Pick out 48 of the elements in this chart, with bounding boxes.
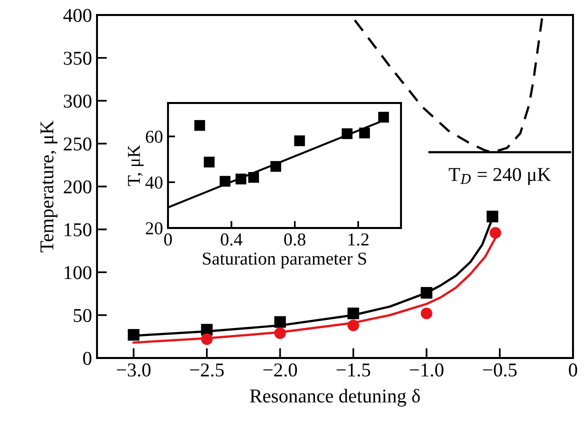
y-tick-label: 60 xyxy=(146,130,162,143)
y-axis-title: Temperature, μK xyxy=(40,120,58,252)
x-axis-title: Resonance detuning δ xyxy=(250,388,420,407)
annotation: T$_{D}$ = 240 μK xyxy=(448,168,551,186)
point xyxy=(274,316,286,328)
y-tick-label: 350 xyxy=(64,52,92,65)
x-tick-label: −0.5 xyxy=(483,363,517,377)
y-tick-label: 400 xyxy=(63,8,92,22)
point xyxy=(236,174,246,184)
x-tick-label: 0 xyxy=(568,363,578,377)
x-tick-label: 0.4 xyxy=(220,233,242,246)
y-tick-label: 100 xyxy=(64,266,92,280)
point xyxy=(201,333,213,345)
x-tick-label: −2.5 xyxy=(190,363,224,377)
x-tick-label: −1.5 xyxy=(336,364,370,377)
y-tick-label: 40 xyxy=(145,176,162,189)
point xyxy=(342,128,352,140)
point xyxy=(378,112,389,123)
point xyxy=(248,172,259,183)
x-tick-label: −2.0 xyxy=(263,363,297,377)
x-tick-label: 1.2 xyxy=(348,233,368,246)
y-tick-label: 20 xyxy=(146,222,162,234)
point xyxy=(204,156,215,168)
y-tick-label: 150 xyxy=(64,223,92,236)
x-tick-label: 0.8 xyxy=(284,233,306,246)
point xyxy=(420,308,432,320)
point xyxy=(420,287,432,299)
point xyxy=(220,176,230,187)
point xyxy=(294,135,305,146)
point xyxy=(194,120,206,131)
y-tick-label: 250 xyxy=(64,137,92,151)
point xyxy=(348,308,360,320)
x-tick-label: 0 xyxy=(164,233,172,246)
point xyxy=(490,226,502,239)
y-tick-label: 50 xyxy=(74,308,92,322)
x-axis-title: Saturation parameter S xyxy=(202,252,366,268)
point xyxy=(486,210,498,222)
point xyxy=(359,128,370,138)
x-tick-label: −3.0 xyxy=(116,363,151,377)
point xyxy=(128,329,140,341)
y-tick-label: 200 xyxy=(64,180,92,194)
y-axis-title: T, μK xyxy=(128,144,144,186)
y-tick-label: 0 xyxy=(83,352,92,365)
x-tick-label: −1.0 xyxy=(410,363,444,377)
point xyxy=(270,161,282,172)
y-tick-label: 300 xyxy=(64,94,92,108)
point xyxy=(274,327,286,339)
point xyxy=(348,320,360,332)
